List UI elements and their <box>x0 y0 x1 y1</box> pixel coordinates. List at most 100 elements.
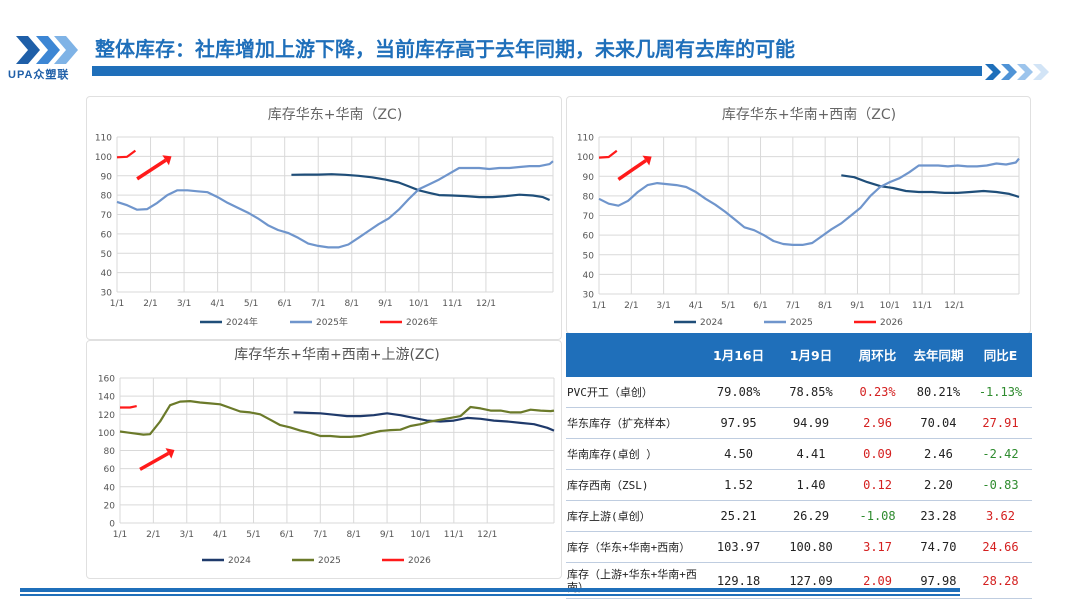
row-label-text: PVC开工（卓创） <box>567 385 653 399</box>
header-date-current: 1月16日 <box>702 333 775 377</box>
row-label-note: （扩充样本） <box>611 416 677 430</box>
y-tick-label: 80 <box>104 447 116 457</box>
red-arrow-up <box>617 159 647 181</box>
company-logo <box>16 36 78 64</box>
cell-previous-text: 94.99 <box>792 416 830 430</box>
x-tick-label: 12/1 <box>476 299 496 309</box>
cell-previous: 100.80 <box>774 531 848 563</box>
chart-east-south: 库存华东+华南（ZC) 30 40 50 60 70 80 90 100 110 1/1 2/1 3/1… <box>95 107 554 328</box>
y-tick-label: 90 <box>101 172 113 182</box>
x-tick-label: 7/1 <box>311 299 325 309</box>
cell-last-year: 23.28 <box>907 500 969 532</box>
x-tick-label: 10/1 <box>880 301 900 311</box>
cell-current-text: 103.97 <box>716 540 761 554</box>
cell-last-year: 70.04 <box>907 407 969 439</box>
chevron-right-icon <box>985 64 1049 80</box>
red-arrow-head <box>165 448 175 459</box>
series-line-2024 <box>841 174 1020 198</box>
x-tick-label: 1/1 <box>110 299 124 309</box>
y-tick-label: 20 <box>104 501 116 511</box>
row-label-text: 华东库存 <box>567 416 611 430</box>
chart-title: 库存华东+华南（ZC) <box>268 107 403 123</box>
cell-week-change-text: 0.12 <box>863 478 893 492</box>
cell-current: 97.95 <box>702 407 775 439</box>
header-yoy: 同比E <box>968 333 1032 377</box>
footer-bar-thin <box>20 594 960 596</box>
cell-current: 4.50 <box>702 438 775 470</box>
row-label-text: 库存西南（ZSL) <box>567 478 649 492</box>
page-title: 整体库存：社库增加上游下降，当前库存高于去年同期，未来几周有去库的可能 <box>95 37 795 61</box>
header-blank <box>566 333 703 377</box>
inventory-table: 1月16日 1月9日 周环比 去年同期 同比E PVC开工（卓创） 79.08% 7… <box>566 333 1032 599</box>
cell-current: 1.52 <box>702 469 775 501</box>
y-tick-label: 0 <box>109 520 115 530</box>
cell-previous: 127.09 <box>774 562 848 599</box>
cell-last-year: 80.21% <box>907 377 969 408</box>
logo-text: UPA众塑联 <box>8 69 70 81</box>
y-tick-label: 40 <box>104 483 116 493</box>
cell-week-change: 2.96 <box>847 407 908 439</box>
cell-current: 103.97 <box>702 531 775 563</box>
cell-week-change-text: 0.23% <box>859 385 896 399</box>
legend-label: 2025 <box>318 556 341 566</box>
red-arrow-head <box>642 155 652 166</box>
chart-panel-east-south: 库存华东+华南（ZC) 30 40 50 60 70 80 90 100 110 1/1 2/1 3/1… <box>86 96 562 340</box>
footer-bar <box>20 588 960 592</box>
cell-current-text: 97.95 <box>720 416 757 430</box>
cell-current: 79.08% <box>702 377 775 408</box>
table-row: 库存上游(卓创） 25.21 26.29 -1.08 23.28 3.62 <box>566 500 1032 532</box>
cell-last-year: 2.20 <box>907 469 969 501</box>
series-line-2026 <box>120 405 137 409</box>
chart-panel-with-upstream: 库存华东+华南+西南+上游(ZC) 0 20 40 60 80 100 120 140 160 1/… <box>86 340 562 579</box>
cell-yoy-text: -1.13% <box>978 385 1023 399</box>
x-tick-label: 10/1 <box>409 299 429 309</box>
cell-week-change: -1.08 <box>847 500 908 532</box>
series-line-2025年 <box>116 160 554 249</box>
cell-yoy: 3.62 <box>968 500 1032 532</box>
cell-week-change-text: 3.17 <box>863 540 893 554</box>
cell-yoy-text: 28.28 <box>982 573 1019 588</box>
cell-week-change-text: 0.09 <box>863 447 893 461</box>
cell-previous: 4.41 <box>774 438 848 470</box>
y-tick-label: 110 <box>95 134 112 144</box>
cell-previous-text: 1.40 <box>796 478 826 492</box>
row-label-text: 库存（华东+华南+西南） <box>567 540 691 554</box>
cell-week-change: 0.23% <box>847 377 908 408</box>
x-tick-label: 6/1 <box>277 299 291 309</box>
table-row: 华东库存（扩充样本） 97.95 94.99 2.96 70.04 27.91 <box>566 407 1032 439</box>
cell-previous-text: 127.09 <box>789 573 833 588</box>
cell-week-change-text: 2.09 <box>863 573 893 588</box>
cell-current-text: 1.52 <box>724 478 754 492</box>
x-tick-label: 3/1 <box>177 299 191 309</box>
y-tick-label: 60 <box>583 232 595 242</box>
chart-panel-east-south-southwest: 库存华东+华南+西南（ZC) 30 40 50 60 70 80 90 100 110 1/1 2/1… <box>566 96 1031 334</box>
series-line-2024年 <box>291 173 551 202</box>
row-label: 华东库存（扩充样本） <box>566 407 703 439</box>
x-tick-label: 2/1 <box>624 301 638 311</box>
cell-last-year-text: 74.70 <box>920 540 957 554</box>
chart-title: 库存华东+华南+西南（ZC) <box>722 107 896 123</box>
cell-yoy: -2.42 <box>968 438 1032 470</box>
cell-last-year: 2.46 <box>907 438 969 470</box>
x-tick-label: 1/1 <box>113 530 127 540</box>
x-tick-label: 8/1 <box>818 301 832 311</box>
legend-label: 2026 <box>408 556 431 566</box>
y-tick-label: 140 <box>98 393 115 403</box>
header-week-change: 周环比 <box>847 333 908 377</box>
series-line-2026年 <box>116 149 137 159</box>
legend-label: 2026年 <box>406 316 438 328</box>
header-date-previous: 1月9日 <box>774 333 848 377</box>
cell-last-year-text: 2.20 <box>923 478 953 492</box>
cell-last-year-text: 97.98 <box>920 573 957 588</box>
x-tick-label: 7/1 <box>786 301 800 311</box>
cell-current: 129.18 <box>702 562 775 599</box>
series-line-2025 <box>598 157 1020 246</box>
y-tick-label: 60 <box>101 230 113 240</box>
cell-yoy-text: 24.66 <box>982 540 1019 554</box>
y-tick-label: 50 <box>583 251 595 261</box>
cell-yoy: -1.13% <box>968 377 1032 408</box>
x-tick-label: 11/1 <box>444 530 464 540</box>
cell-current-text: 79.08% <box>716 385 761 399</box>
cell-last-year: 97.98 <box>907 562 969 599</box>
y-tick-label: 110 <box>577 134 594 144</box>
